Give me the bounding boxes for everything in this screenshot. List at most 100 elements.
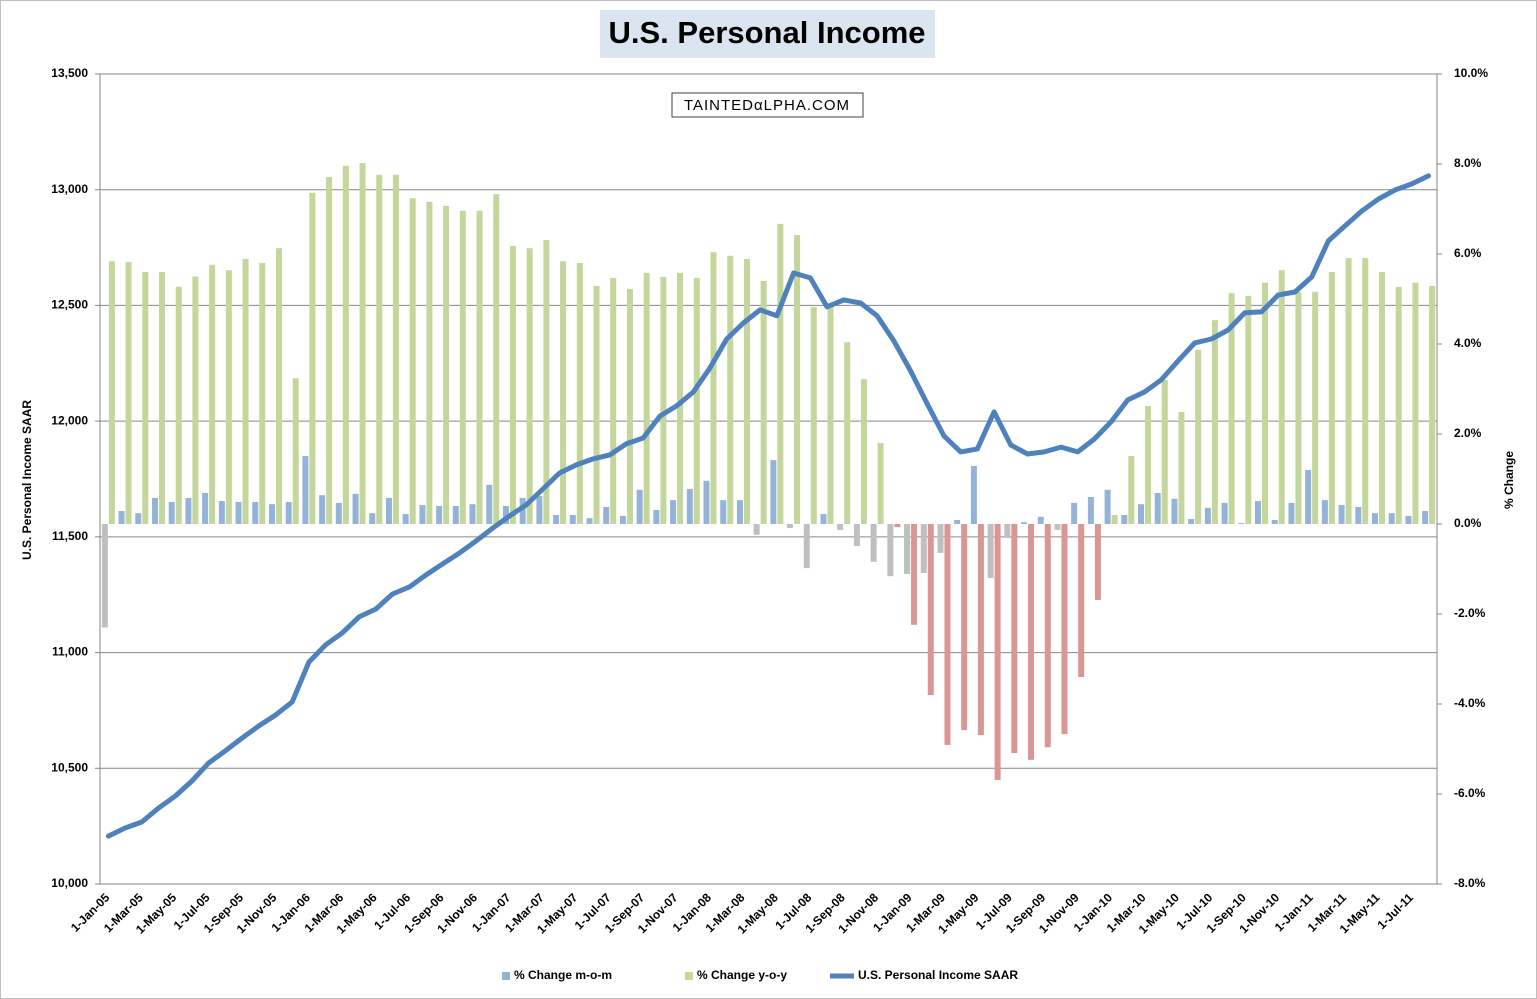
bar	[1245, 295, 1252, 524]
bar	[693, 277, 700, 524]
legend-swatch	[685, 972, 693, 980]
bar	[686, 488, 693, 524]
bar	[954, 519, 961, 524]
bar	[292, 378, 299, 524]
y2-tick-label: -8.0%	[1454, 876, 1486, 890]
bar	[1154, 492, 1161, 524]
y2-tick-label: 8.0%	[1454, 156, 1482, 170]
bar	[643, 272, 650, 524]
bar	[703, 480, 710, 524]
bar	[1422, 510, 1429, 524]
bar	[285, 501, 292, 524]
bar	[1104, 489, 1111, 524]
bar	[1255, 501, 1262, 524]
bar	[476, 210, 483, 525]
bar	[569, 515, 576, 524]
y2-tick-label: -4.0%	[1454, 696, 1486, 710]
bar	[1087, 497, 1094, 524]
bar	[743, 258, 750, 524]
bar	[770, 460, 777, 524]
bar	[820, 514, 827, 524]
bar	[1004, 524, 1011, 538]
bar	[526, 248, 533, 524]
bar	[419, 505, 426, 524]
y-axis-title: U.S. Personal Income SAAR	[20, 400, 34, 560]
bar	[443, 205, 450, 524]
bar	[469, 504, 476, 524]
bar	[409, 198, 416, 524]
bar	[787, 524, 794, 529]
bar	[626, 289, 633, 524]
bar	[259, 263, 266, 524]
bar	[209, 264, 216, 524]
y2-tick-label: 6.0%	[1454, 246, 1482, 260]
bar	[1288, 502, 1295, 524]
bar	[653, 510, 660, 524]
y2-tick-label: 0.0%	[1454, 516, 1482, 530]
bar	[125, 262, 132, 524]
bar	[275, 248, 282, 524]
bar	[970, 465, 977, 524]
bar	[335, 502, 342, 524]
bar	[610, 277, 617, 524]
bar	[1362, 258, 1369, 524]
bar	[509, 245, 516, 524]
bar	[1071, 502, 1078, 524]
bar	[727, 255, 734, 525]
bar	[927, 524, 934, 695]
bar	[944, 524, 951, 745]
bar	[553, 515, 560, 524]
bar	[1211, 320, 1218, 524]
bar	[994, 524, 1001, 781]
bar	[803, 524, 810, 569]
bar	[593, 285, 600, 524]
bar	[108, 261, 115, 524]
bar	[218, 501, 225, 524]
y-tick-label: 13,500	[51, 66, 88, 80]
y-tick-label: 12,000	[51, 413, 88, 427]
bar	[1328, 272, 1335, 524]
bar	[1145, 406, 1152, 524]
bar	[937, 524, 944, 553]
bar	[1161, 380, 1168, 524]
bar	[486, 484, 493, 524]
bar	[736, 500, 743, 524]
bar	[1061, 524, 1068, 735]
bar	[175, 286, 182, 524]
bar	[192, 276, 199, 524]
bar	[1312, 291, 1319, 524]
bar	[1305, 470, 1312, 524]
bar	[252, 501, 259, 524]
title-box	[600, 10, 935, 58]
bar	[920, 524, 927, 574]
y-tick-label: 10,000	[51, 876, 88, 890]
legend: % Change m-o-m % Change y-o-y U.S. Persona…	[502, 968, 1018, 982]
bar	[560, 261, 567, 524]
bar	[860, 379, 867, 524]
bar	[519, 497, 526, 524]
bar	[392, 174, 399, 525]
bar	[402, 514, 409, 524]
bar	[810, 307, 817, 524]
bar	[636, 489, 643, 524]
bar	[837, 524, 844, 530]
bar	[1111, 515, 1118, 524]
chart-title: U.S. Personal Income	[609, 15, 926, 50]
y-tick-label: 11,500	[52, 529, 88, 543]
bar	[576, 263, 583, 524]
bar	[1345, 258, 1352, 524]
y2-tick-label: -6.0%	[1454, 786, 1486, 800]
bar	[760, 281, 767, 524]
bar	[151, 497, 158, 524]
y2-tick-label: 2.0%	[1454, 426, 1482, 440]
bar	[853, 524, 860, 547]
y2-tick-label: 10.0%	[1454, 66, 1488, 80]
bar	[1121, 515, 1128, 524]
bar	[1405, 515, 1412, 524]
bar	[459, 210, 466, 525]
bar	[426, 201, 433, 525]
bar	[987, 524, 994, 578]
bar	[168, 501, 175, 524]
bar	[326, 177, 333, 525]
